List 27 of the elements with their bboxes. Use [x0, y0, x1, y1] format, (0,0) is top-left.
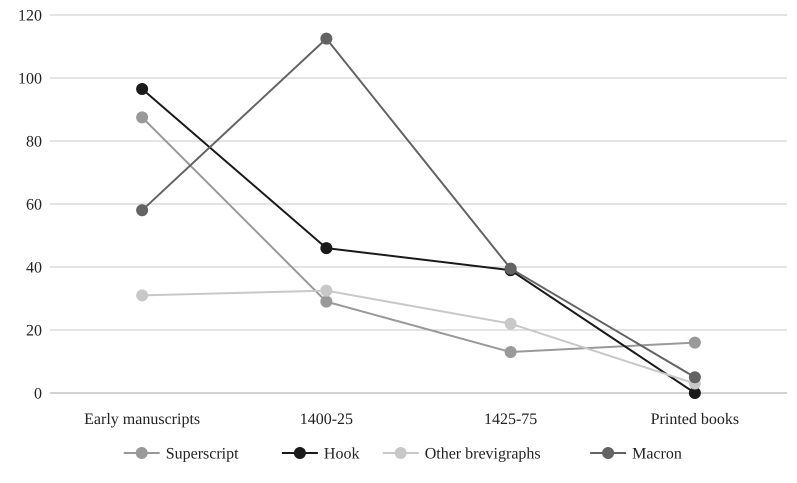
legend-label: Other brevigraphs	[424, 446, 541, 463]
x-tick-label: Printed books	[650, 411, 740, 428]
point	[136, 111, 148, 124]
point	[136, 83, 148, 96]
y-tick-label: 40	[26, 260, 42, 277]
x-tick-label: 1400-25	[300, 411, 354, 428]
x-tick-label: 1425-75	[484, 411, 538, 428]
y-tick-label: 20	[26, 322, 42, 340]
point	[320, 296, 332, 308]
point	[688, 371, 701, 384]
point	[688, 336, 701, 349]
y-tick-label: 60	[26, 196, 42, 214]
point	[136, 289, 148, 302]
point	[136, 204, 148, 216]
point	[504, 318, 517, 330]
point	[320, 32, 332, 45]
y-tick-label: 0	[34, 386, 42, 403]
point	[320, 242, 332, 254]
point	[504, 346, 517, 358]
y-tick-label: 120	[18, 8, 42, 25]
legend-label: Superscript	[166, 446, 240, 463]
legend-label: Hook	[324, 446, 360, 463]
x-tick-label: Early manuscripts	[84, 411, 200, 428]
y-tick-label: 100	[18, 70, 42, 88]
y-tick-label: 80	[26, 134, 42, 151]
point	[320, 284, 332, 297]
legend-label: Macron	[632, 446, 682, 463]
